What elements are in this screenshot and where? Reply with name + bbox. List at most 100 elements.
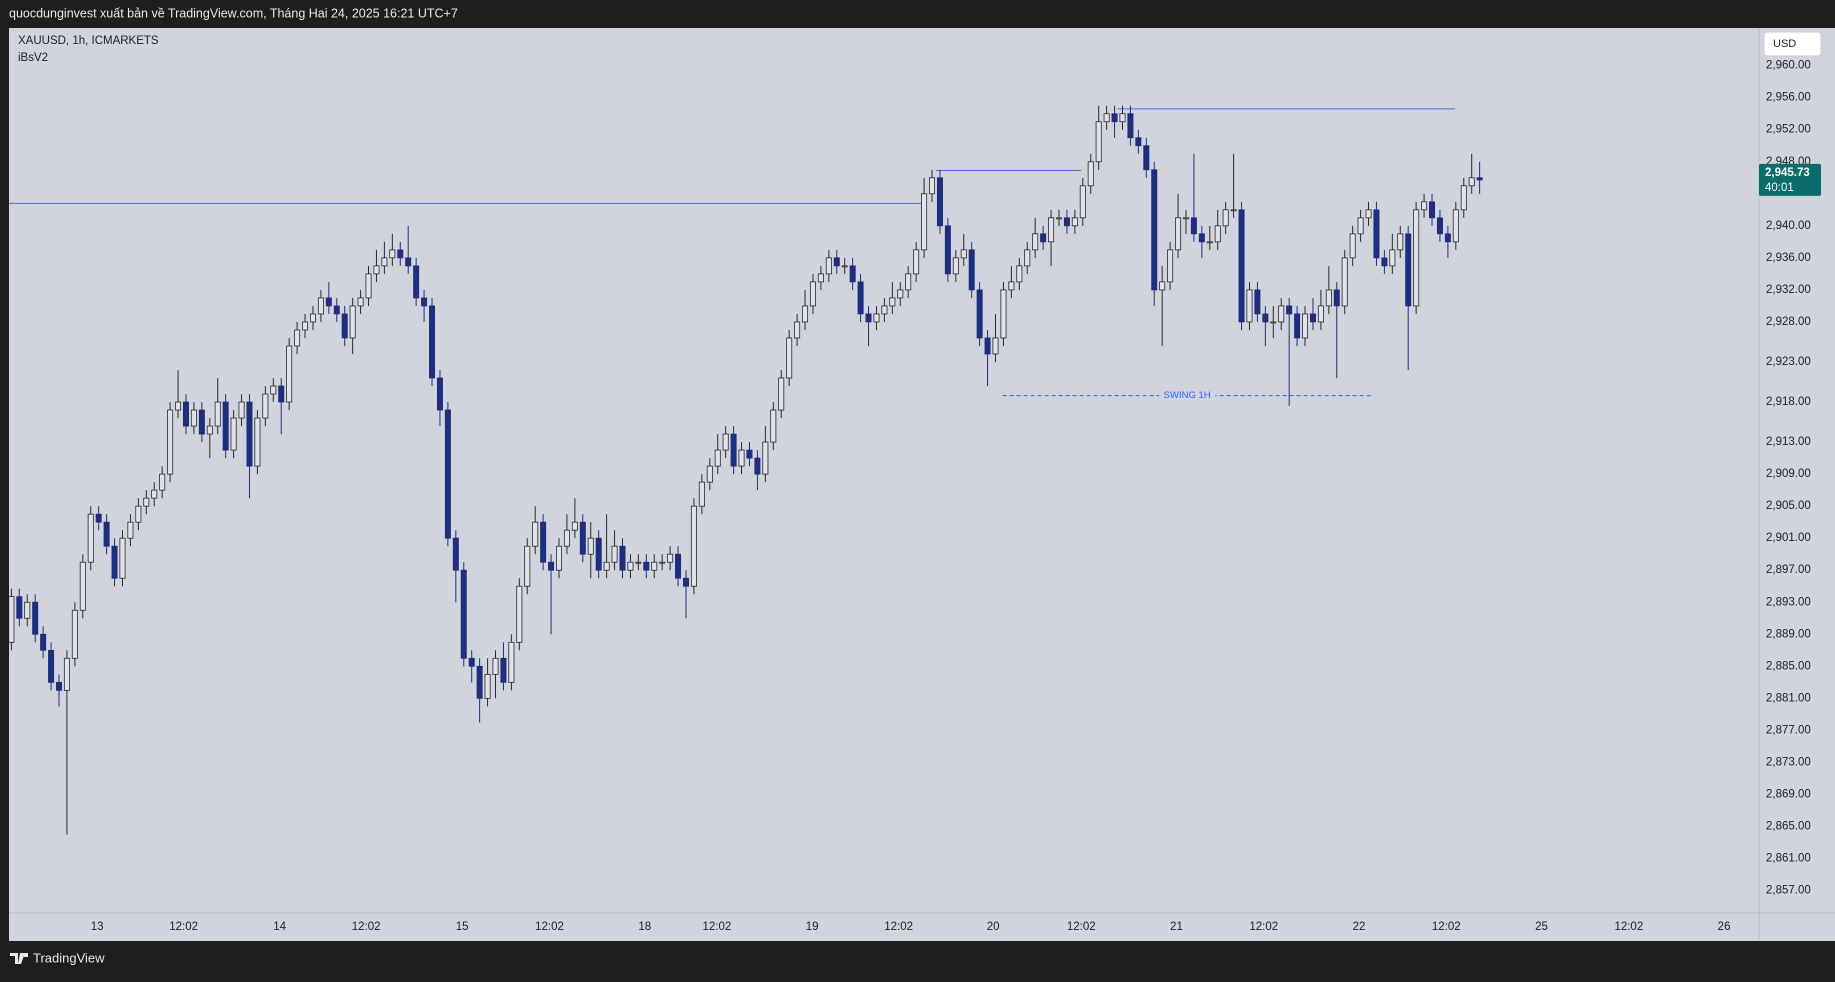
candle-body <box>222 401 229 451</box>
candle-body <box>16 596 23 619</box>
candle-body <box>960 249 967 259</box>
candle-body <box>444 409 451 539</box>
candle-body <box>1468 177 1475 187</box>
x-tick-label: 12:02 <box>1432 921 1461 933</box>
candle-body <box>500 657 507 683</box>
candle-body <box>190 409 197 427</box>
candle-body <box>484 673 491 699</box>
candle-body <box>571 521 578 531</box>
candle-body <box>1270 321 1277 324</box>
y-tick-label: 2,893.00 <box>1766 596 1811 608</box>
candle-body <box>857 281 864 315</box>
candle-body <box>865 313 872 323</box>
candle-body <box>119 537 126 579</box>
candle-body <box>881 305 888 315</box>
candle-body <box>182 401 189 427</box>
candle-body <box>1167 249 1174 283</box>
x-tick-label: 19 <box>806 921 819 933</box>
candle-body <box>738 449 745 467</box>
candle-body <box>476 665 483 699</box>
candle-body <box>1294 313 1301 339</box>
candle-body <box>246 401 253 467</box>
candle-body <box>405 257 412 267</box>
y-tick-label: 2,913.00 <box>1766 436 1811 448</box>
candle-body <box>905 273 912 291</box>
candle-body <box>1309 313 1316 323</box>
candle-body <box>63 657 70 691</box>
x-tick-label: 12:02 <box>884 921 913 933</box>
y-tick-label: 2,901.00 <box>1766 532 1811 544</box>
candle-body <box>206 425 213 435</box>
candle-body <box>1373 209 1380 259</box>
candle-body <box>651 561 658 571</box>
candle-body <box>1444 233 1451 243</box>
candle-body <box>1159 281 1166 291</box>
candle-body <box>262 393 269 419</box>
candle-body <box>603 561 610 571</box>
candle-body <box>929 177 936 195</box>
candle-body <box>627 561 634 571</box>
candle-body <box>897 289 904 299</box>
x-tick-label: 22 <box>1353 921 1366 933</box>
candle-body <box>175 401 182 411</box>
candle-body <box>1325 289 1332 307</box>
y-tick-label: 2,905.00 <box>1766 500 1811 512</box>
y-tick-label: 2,952.00 <box>1766 124 1811 136</box>
x-tick-label: 13 <box>91 921 104 933</box>
indicator-legend: iBsV2 <box>18 52 48 64</box>
candle-body <box>1214 225 1221 243</box>
candle-body <box>508 641 515 683</box>
candle-body <box>524 545 531 587</box>
candle-body <box>325 297 332 307</box>
candle-body <box>1119 113 1126 123</box>
y-tick-label: 2,940.00 <box>1766 220 1811 232</box>
y-tick-label: 2,861.00 <box>1766 853 1811 865</box>
candle-body <box>778 377 785 411</box>
candle-body <box>151 489 158 499</box>
candle-body <box>913 249 920 275</box>
candle-body <box>381 257 388 267</box>
x-tick-label: 26 <box>1718 921 1731 933</box>
candle-body <box>1008 281 1015 291</box>
candle-body <box>397 249 404 259</box>
x-tick-label: 12:02 <box>1249 921 1278 933</box>
candle-body <box>270 385 277 395</box>
candle-body <box>1135 137 1142 147</box>
candle-body <box>95 513 102 523</box>
candle-body <box>1357 217 1364 235</box>
currency-button[interactable] <box>1763 31 1822 57</box>
candle-body <box>286 345 293 403</box>
candle-body <box>714 449 721 467</box>
candle-body <box>468 657 475 667</box>
candle-body <box>1111 113 1118 123</box>
y-tick-label: 2,873.00 <box>1766 756 1811 768</box>
candle-body <box>1222 209 1229 227</box>
candle-body <box>1317 305 1324 323</box>
candle-body <box>984 337 991 355</box>
candle-body <box>143 497 150 507</box>
brand[interactable]: TradingView <box>33 950 105 965</box>
candle-body <box>48 649 55 683</box>
candle-body <box>1452 209 1459 243</box>
candle-body <box>1175 217 1182 251</box>
footer-logo[interactable]: TradingView <box>10 950 105 965</box>
x-tick-label: 20 <box>987 921 1000 933</box>
candle-body <box>1413 209 1420 307</box>
logo-icon[interactable] <box>10 953 28 964</box>
y-tick-label: 2,918.00 <box>1766 396 1811 408</box>
candle-body <box>1365 209 1372 219</box>
y-tick-label: 2,865.00 <box>1766 821 1811 833</box>
candle-body <box>1341 257 1348 307</box>
candle-body <box>1333 289 1340 307</box>
candle-body <box>841 265 848 268</box>
countdown: 40:01 <box>1765 182 1794 194</box>
candle-body <box>611 545 618 563</box>
candle-body <box>786 337 793 379</box>
currency[interactable]: USD <box>1773 38 1796 50</box>
candle-body <box>167 409 174 475</box>
x-tick-label: 25 <box>1535 921 1548 933</box>
candle-body <box>135 505 142 523</box>
candle-body <box>317 297 324 315</box>
candle-body <box>198 409 205 435</box>
candle-body <box>595 537 602 571</box>
